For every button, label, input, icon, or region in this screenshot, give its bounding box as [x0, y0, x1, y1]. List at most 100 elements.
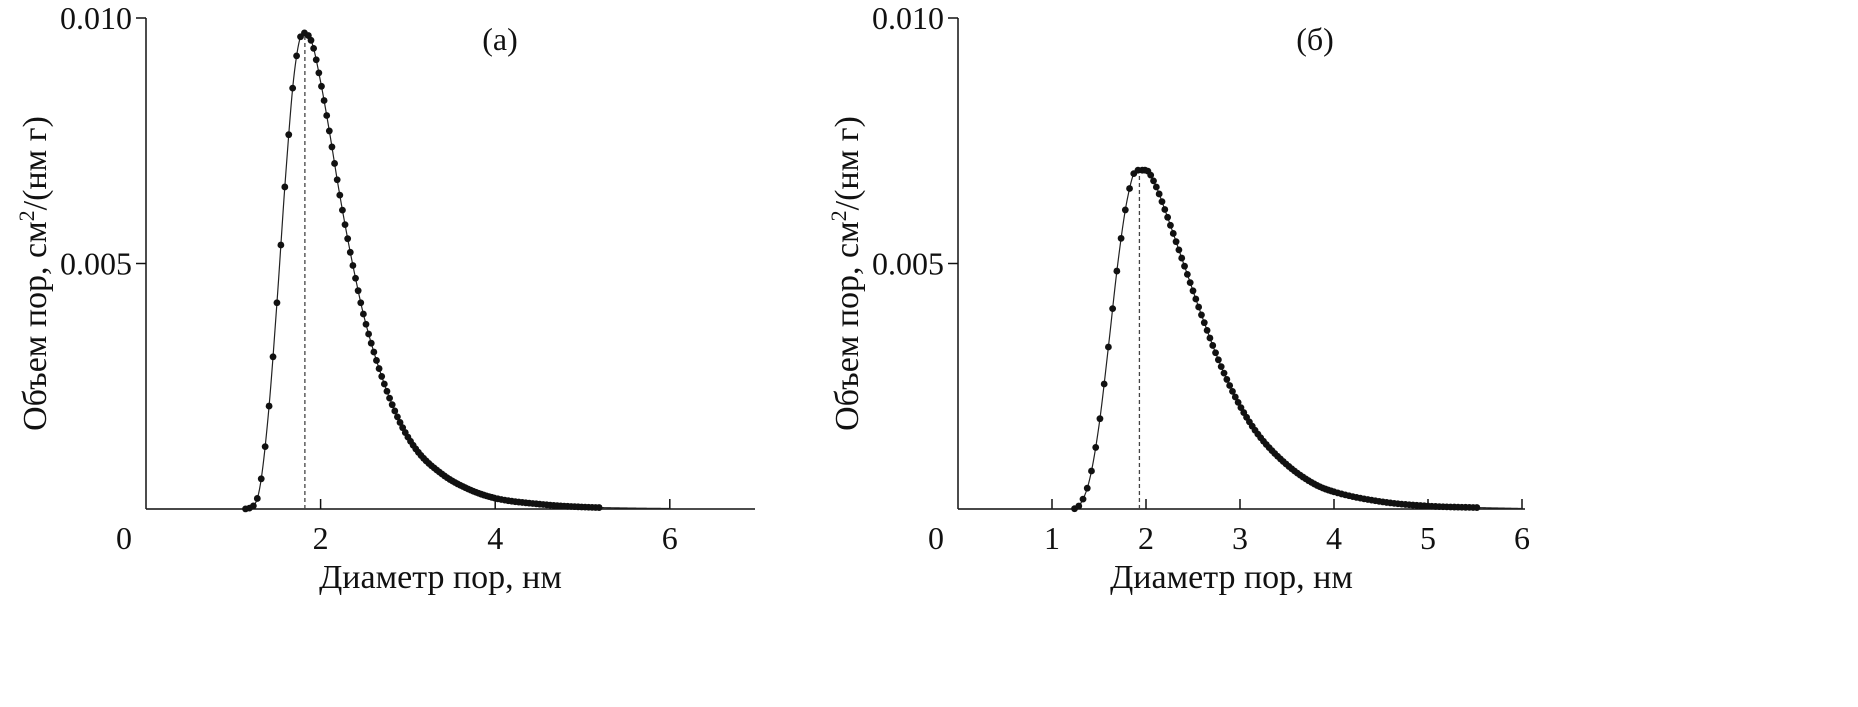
data-point [1096, 415, 1104, 423]
chart-panel-b: 0.005 0.010 0 1 2 3 4 5 6 Диаметр пор, нм Объем по… [826, 0, 1530, 596]
data-point [1209, 342, 1217, 349]
x-axis-label: Диаметр пор, нм [319, 559, 562, 596]
data-point [396, 419, 404, 426]
data-point [1223, 376, 1231, 383]
data-point [1100, 380, 1108, 388]
x-tick-label: 5 [1420, 520, 1436, 556]
data-point [349, 262, 357, 269]
data-point [289, 84, 297, 92]
data-point [318, 82, 325, 90]
data-point [352, 274, 359, 282]
data-point [265, 402, 273, 410]
x-axis-label: Диаметр пор, нм [1110, 559, 1353, 596]
data-point [391, 407, 399, 415]
data-point [320, 97, 328, 104]
data-point [1092, 444, 1100, 451]
data-point [339, 206, 346, 214]
data-point [293, 52, 300, 60]
data-point [1178, 254, 1186, 262]
data-point [1234, 399, 1242, 406]
y-axis-label: Объем пор, см2/(нм г) [14, 116, 54, 431]
data-point [1126, 185, 1133, 192]
data-point [1212, 349, 1219, 357]
data-point [388, 401, 396, 409]
data-point [386, 394, 393, 402]
data-point [336, 191, 344, 199]
data-point [1164, 213, 1172, 221]
data-point [1121, 206, 1129, 214]
y-tick-label: 0.010 [60, 0, 132, 36]
data-point [1203, 326, 1211, 334]
data-point [1231, 393, 1239, 401]
data-point [394, 413, 401, 421]
data-point [1237, 404, 1245, 411]
data-point [1155, 190, 1163, 198]
data-point [1150, 177, 1157, 185]
data-point [1195, 303, 1203, 311]
data-point [1206, 334, 1214, 342]
data-point [365, 330, 373, 338]
data-point [383, 387, 391, 395]
data-point [257, 475, 265, 483]
data-point [1161, 206, 1169, 213]
panel-label: (б) [1296, 21, 1334, 57]
data-point [1220, 369, 1228, 377]
data-point [285, 131, 293, 139]
data-point [333, 176, 341, 184]
data-point [1109, 305, 1117, 313]
data-point [1117, 234, 1125, 242]
data-point [1192, 295, 1200, 303]
x-tick-label: 4 [487, 520, 503, 556]
data-point [1226, 382, 1234, 389]
data-point [378, 373, 386, 380]
y-axis-label: Объем пор, см2/(нм г) [826, 116, 866, 431]
data-point [1105, 343, 1112, 351]
data-point [354, 287, 362, 295]
data-point [269, 353, 277, 361]
data-point [1079, 495, 1087, 503]
data-point [323, 112, 331, 119]
y-axis-label-tail: /(нм г) [17, 116, 54, 210]
x-tick-label: 1 [1044, 520, 1060, 556]
data-point [277, 241, 285, 249]
data-point [1167, 221, 1174, 229]
data-point [1200, 319, 1208, 327]
data-point [307, 36, 315, 44]
data-point [1152, 183, 1160, 191]
data-point [1473, 504, 1481, 511]
data-point [1186, 279, 1194, 286]
data-point [367, 339, 375, 347]
data-point [331, 160, 338, 167]
series-line [958, 169, 1523, 510]
y-axis-label-main: Объем пор, см [17, 221, 54, 431]
x-tick-label: 6 [1514, 520, 1530, 556]
chart-panel-a: 0.005 0.010 0 2 4 6 Диаметр пор, нм Объем пор, … [14, 0, 755, 596]
data-point [261, 443, 269, 450]
x-tick-label: 2 [313, 520, 329, 556]
x-tick-label: 3 [1232, 520, 1248, 556]
data-point [380, 380, 388, 388]
panel-label: (а) [482, 21, 518, 57]
data-point [1147, 171, 1155, 179]
data-point [1083, 484, 1091, 492]
data-point [273, 299, 281, 307]
data-point [1113, 267, 1121, 275]
data-point [357, 299, 365, 307]
data-point [359, 310, 367, 318]
data-point [1229, 387, 1236, 395]
data-point [1198, 311, 1205, 319]
data-point [344, 235, 352, 243]
data-point [1169, 230, 1177, 237]
data-point [1088, 467, 1095, 475]
x-tick-label: 4 [1326, 520, 1342, 556]
y-axis-label-superscript: 2 [14, 210, 39, 221]
data-point [341, 221, 349, 229]
data-point [253, 495, 261, 502]
data-point [325, 127, 333, 135]
data-point [370, 348, 378, 356]
y-tick-label: 0.005 [60, 246, 132, 282]
x-tick-label: 2 [1138, 520, 1154, 556]
data-point [1172, 238, 1180, 246]
data-point [1158, 198, 1166, 206]
data-point [1214, 356, 1222, 364]
